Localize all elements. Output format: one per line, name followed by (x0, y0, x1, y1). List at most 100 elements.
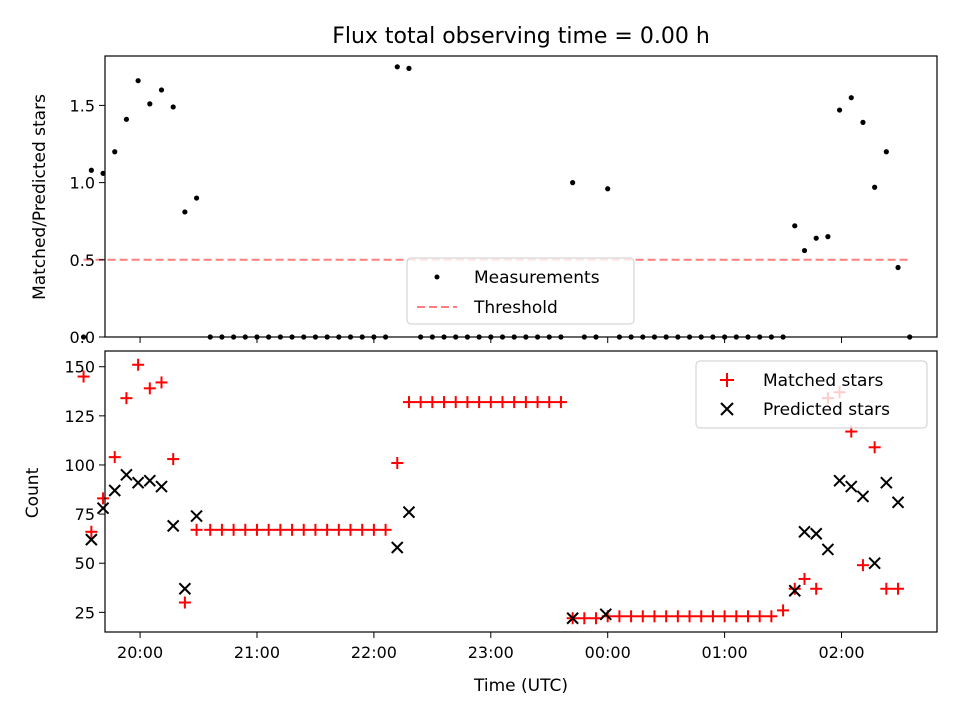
matched-point (262, 523, 275, 536)
measurement-point (848, 95, 854, 101)
matched-point (543, 396, 556, 409)
matched-point (167, 453, 180, 466)
predicted-point (108, 484, 121, 497)
measurement-point (182, 209, 188, 215)
bottom-plot-frame (104, 350, 938, 633)
measurement-point (193, 195, 200, 201)
measurement-point (88, 167, 94, 173)
top-ylabel: Matched/Predicted stars (30, 94, 50, 300)
legend-measurements-marker (434, 274, 440, 280)
matched-point (625, 610, 638, 623)
matched-point (660, 610, 673, 623)
xtick-label: 21:00 (234, 643, 280, 662)
matched-point (695, 610, 708, 623)
matched-point (578, 612, 591, 625)
matched-point (449, 396, 462, 409)
xtick-label: 23:00 (468, 643, 514, 662)
matched-point (438, 396, 451, 409)
matched-point (85, 525, 98, 538)
bottom-xlabel: Time (UTC) (473, 676, 568, 696)
measurement-point (605, 186, 611, 192)
measurement-point (80, 334, 87, 340)
top-legend: Measurements Threshold (406, 257, 635, 325)
matched-point (461, 396, 474, 409)
matched-point (531, 396, 544, 409)
matched-point (473, 396, 486, 409)
ytick-label: 0.0 (70, 328, 95, 347)
measurement-point (170, 104, 176, 110)
predicted-point (166, 519, 180, 533)
legend-matched-label: Matched stars (763, 371, 883, 391)
chart-title: Flux total observing time = 0.00 h (332, 24, 710, 49)
ytick-label: 125 (64, 407, 95, 426)
predicted-point (809, 527, 823, 540)
matched-point (286, 523, 299, 536)
xtick-label: 02:00 (818, 643, 864, 662)
matched-point (426, 396, 439, 409)
ytick-label: 25 (75, 603, 95, 622)
bottom-legend-box (695, 360, 928, 429)
matched-point (108, 451, 121, 464)
measurement-point (147, 101, 153, 107)
xtick-label: 01:00 (702, 643, 748, 662)
legend-threshold-label: Threshold (473, 298, 558, 318)
measurement-point (158, 87, 165, 93)
matched-point (648, 610, 661, 623)
top-legend-box (406, 257, 635, 325)
measurement-point (394, 64, 400, 70)
predicted-point (599, 608, 612, 621)
matched-point (321, 523, 334, 536)
ytick-label: 1.5 (70, 96, 95, 115)
legend-matched-marker (720, 373, 734, 387)
measurement-point (135, 78, 141, 84)
matched-point (868, 441, 881, 454)
matched-point (97, 492, 110, 505)
top-plot-frame (104, 55, 938, 338)
bottom-legend: Matched stars Predicted stars (695, 360, 928, 429)
measurement-point (825, 234, 831, 240)
matched-point (215, 523, 228, 536)
predicted-point (402, 505, 416, 519)
ytick-label: 0.5 (70, 251, 95, 270)
measurement-point (570, 180, 576, 186)
predicted-point (85, 533, 98, 546)
predicted-point (788, 584, 801, 597)
measurement-point (895, 264, 901, 271)
matched-point (590, 612, 603, 625)
legend-predicted-label: Predicted stars (763, 400, 890, 420)
measurement-point (872, 184, 878, 190)
measurement-point (860, 119, 866, 125)
predicted-point (178, 582, 192, 595)
matched-point (484, 396, 497, 409)
matched-point (239, 523, 252, 536)
predicted-point (845, 480, 858, 493)
measurement-point (836, 107, 843, 113)
matched-point (120, 392, 133, 405)
predicted-point (868, 557, 881, 570)
matched-point (508, 396, 521, 409)
measurement-point (813, 235, 819, 241)
matched-point (554, 396, 567, 409)
predicted-point (566, 612, 579, 625)
bottom-plot-marks (77, 358, 905, 625)
matched-point (190, 523, 203, 536)
matched-point (706, 610, 719, 623)
matched-point (143, 382, 156, 395)
matched-point (391, 457, 404, 470)
matched-point (204, 523, 217, 536)
matched-point (309, 523, 322, 536)
predicted-point (143, 474, 157, 487)
legend-measurements-label: Measurements (474, 268, 600, 288)
matched-point (344, 523, 357, 536)
matched-point (810, 582, 823, 595)
predicted-point (120, 468, 133, 482)
matched-point (250, 523, 263, 536)
matched-point (496, 396, 509, 409)
matched-point (765, 610, 778, 623)
ytick-label: 75 (75, 505, 95, 524)
matched-point (741, 610, 754, 623)
matched-point (297, 523, 310, 536)
predicted-point (798, 525, 811, 538)
